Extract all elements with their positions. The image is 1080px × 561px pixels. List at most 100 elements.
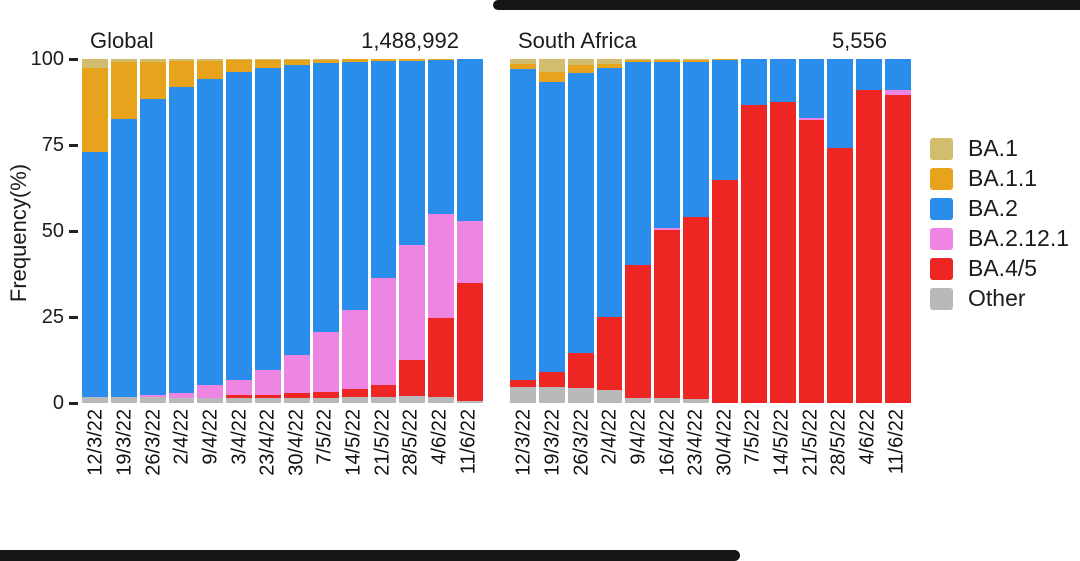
bar-segment — [284, 59, 310, 60]
stacked-bar — [226, 59, 253, 403]
bar-segment — [625, 60, 652, 63]
bar-segment — [457, 282, 484, 402]
stacked-bar — [312, 59, 339, 403]
x-tick-label: 2/4/22 — [598, 409, 621, 465]
stacked-bar — [567, 59, 594, 403]
bar-segment — [226, 380, 253, 396]
bar-segment — [399, 60, 426, 245]
legend-item: BA.4/5 — [930, 257, 1069, 280]
panel-title-south-africa: South Africa — [518, 28, 637, 53]
legend-item: BA.1.1 — [930, 167, 1069, 190]
bar-segment — [284, 398, 310, 403]
bar-segment — [110, 396, 137, 403]
bar-segment — [255, 397, 282, 403]
bar-segment — [567, 59, 594, 65]
bar-segment — [168, 86, 195, 394]
bar-segment — [197, 397, 224, 403]
bar-segment — [428, 318, 455, 397]
bar-segment — [827, 59, 854, 149]
top-border-strip — [493, 0, 1080, 10]
bar-segment — [255, 369, 282, 395]
legend-swatch — [930, 197, 953, 220]
bar-segment — [284, 393, 310, 399]
bar-segment — [312, 398, 339, 403]
bar-segment — [110, 119, 137, 397]
bar-segment — [428, 59, 455, 61]
bar-segment — [885, 89, 912, 96]
bar-segment — [683, 62, 710, 217]
stacked-bar — [596, 59, 623, 403]
bar-segment — [399, 59, 426, 61]
bar-segment — [139, 395, 166, 397]
panel-total-global: 1,488,992 — [361, 28, 459, 53]
bar-segment — [341, 389, 368, 397]
bar-segment — [885, 58, 912, 90]
x-tick-label: 9/4/22 — [627, 409, 650, 465]
y-tick-label: 25 — [41, 306, 64, 328]
stacked-bar — [341, 59, 368, 403]
bar-segment — [596, 59, 623, 64]
x-tick-label: 26/3/22 — [142, 409, 165, 476]
bar-segment — [312, 59, 339, 60]
x-tick-label: 2/4/22 — [170, 409, 193, 465]
stacked-bar — [538, 59, 565, 403]
bar-segment — [255, 60, 282, 68]
legend-swatch — [930, 287, 953, 310]
stacked-bar — [370, 59, 397, 403]
stacked-bar — [197, 59, 224, 403]
x-tick-label: 9/4/22 — [199, 409, 222, 465]
legend-item: BA.1 — [930, 137, 1069, 160]
x-tick-label: 23/4/22 — [684, 409, 707, 476]
y-tick-mark — [69, 315, 78, 319]
bar-segment — [168, 397, 195, 403]
x-tick-label: 11/6/22 — [457, 409, 480, 475]
legend-item: Other — [930, 287, 1069, 310]
bottom-border-strip — [0, 550, 740, 561]
stacked-bar — [110, 59, 137, 403]
bar-segment — [226, 395, 253, 399]
bar-segment — [596, 389, 623, 403]
legend-label: BA.1.1 — [968, 165, 1038, 191]
stacked-bar — [82, 59, 108, 403]
bar-segment — [82, 151, 108, 397]
y-tick-label: 75 — [41, 134, 64, 156]
bar-segment — [683, 216, 710, 400]
bar-segment — [139, 98, 166, 396]
bar-segment — [683, 60, 710, 63]
bar-segment — [885, 95, 912, 403]
bar-segment — [341, 396, 368, 403]
south-africa-bar-plot — [510, 58, 912, 403]
x-tick-label: 26/3/22 — [570, 409, 593, 476]
bar-segment — [740, 105, 767, 403]
bar-segment — [226, 60, 253, 72]
bar-segment — [312, 392, 339, 399]
bar-segment — [510, 59, 536, 64]
bar-segment — [625, 397, 652, 403]
bar-segment — [538, 59, 565, 72]
bar-segment — [683, 59, 710, 61]
x-tick-label: 14/5/22 — [770, 409, 793, 476]
stacked-bar — [683, 59, 710, 403]
bar-segment — [683, 399, 710, 403]
bar-segment — [510, 63, 536, 69]
stacked-bar — [284, 59, 310, 403]
y-tick-label: 0 — [52, 392, 64, 414]
bar-segment — [341, 310, 368, 390]
y-tick-label: 100 — [30, 48, 64, 70]
x-tick-label: 4/6/22 — [428, 409, 451, 465]
bar-segment — [798, 117, 825, 120]
bar-segment — [139, 396, 166, 403]
stacked-bar — [510, 59, 536, 403]
bar-segment — [399, 244, 426, 360]
x-tick-label: 21/5/22 — [799, 409, 822, 476]
bar-segment — [110, 62, 137, 120]
x-tick-label: 28/5/22 — [399, 409, 422, 476]
stacked-bar — [399, 59, 426, 403]
bar-segment — [712, 60, 738, 181]
x-tick-label: 19/3/22 — [541, 409, 564, 476]
stacked-bar — [139, 59, 166, 403]
bar-segment — [625, 62, 652, 266]
panel-total-south-africa: 5,556 — [831, 28, 887, 53]
stacked-bar — [255, 59, 282, 403]
